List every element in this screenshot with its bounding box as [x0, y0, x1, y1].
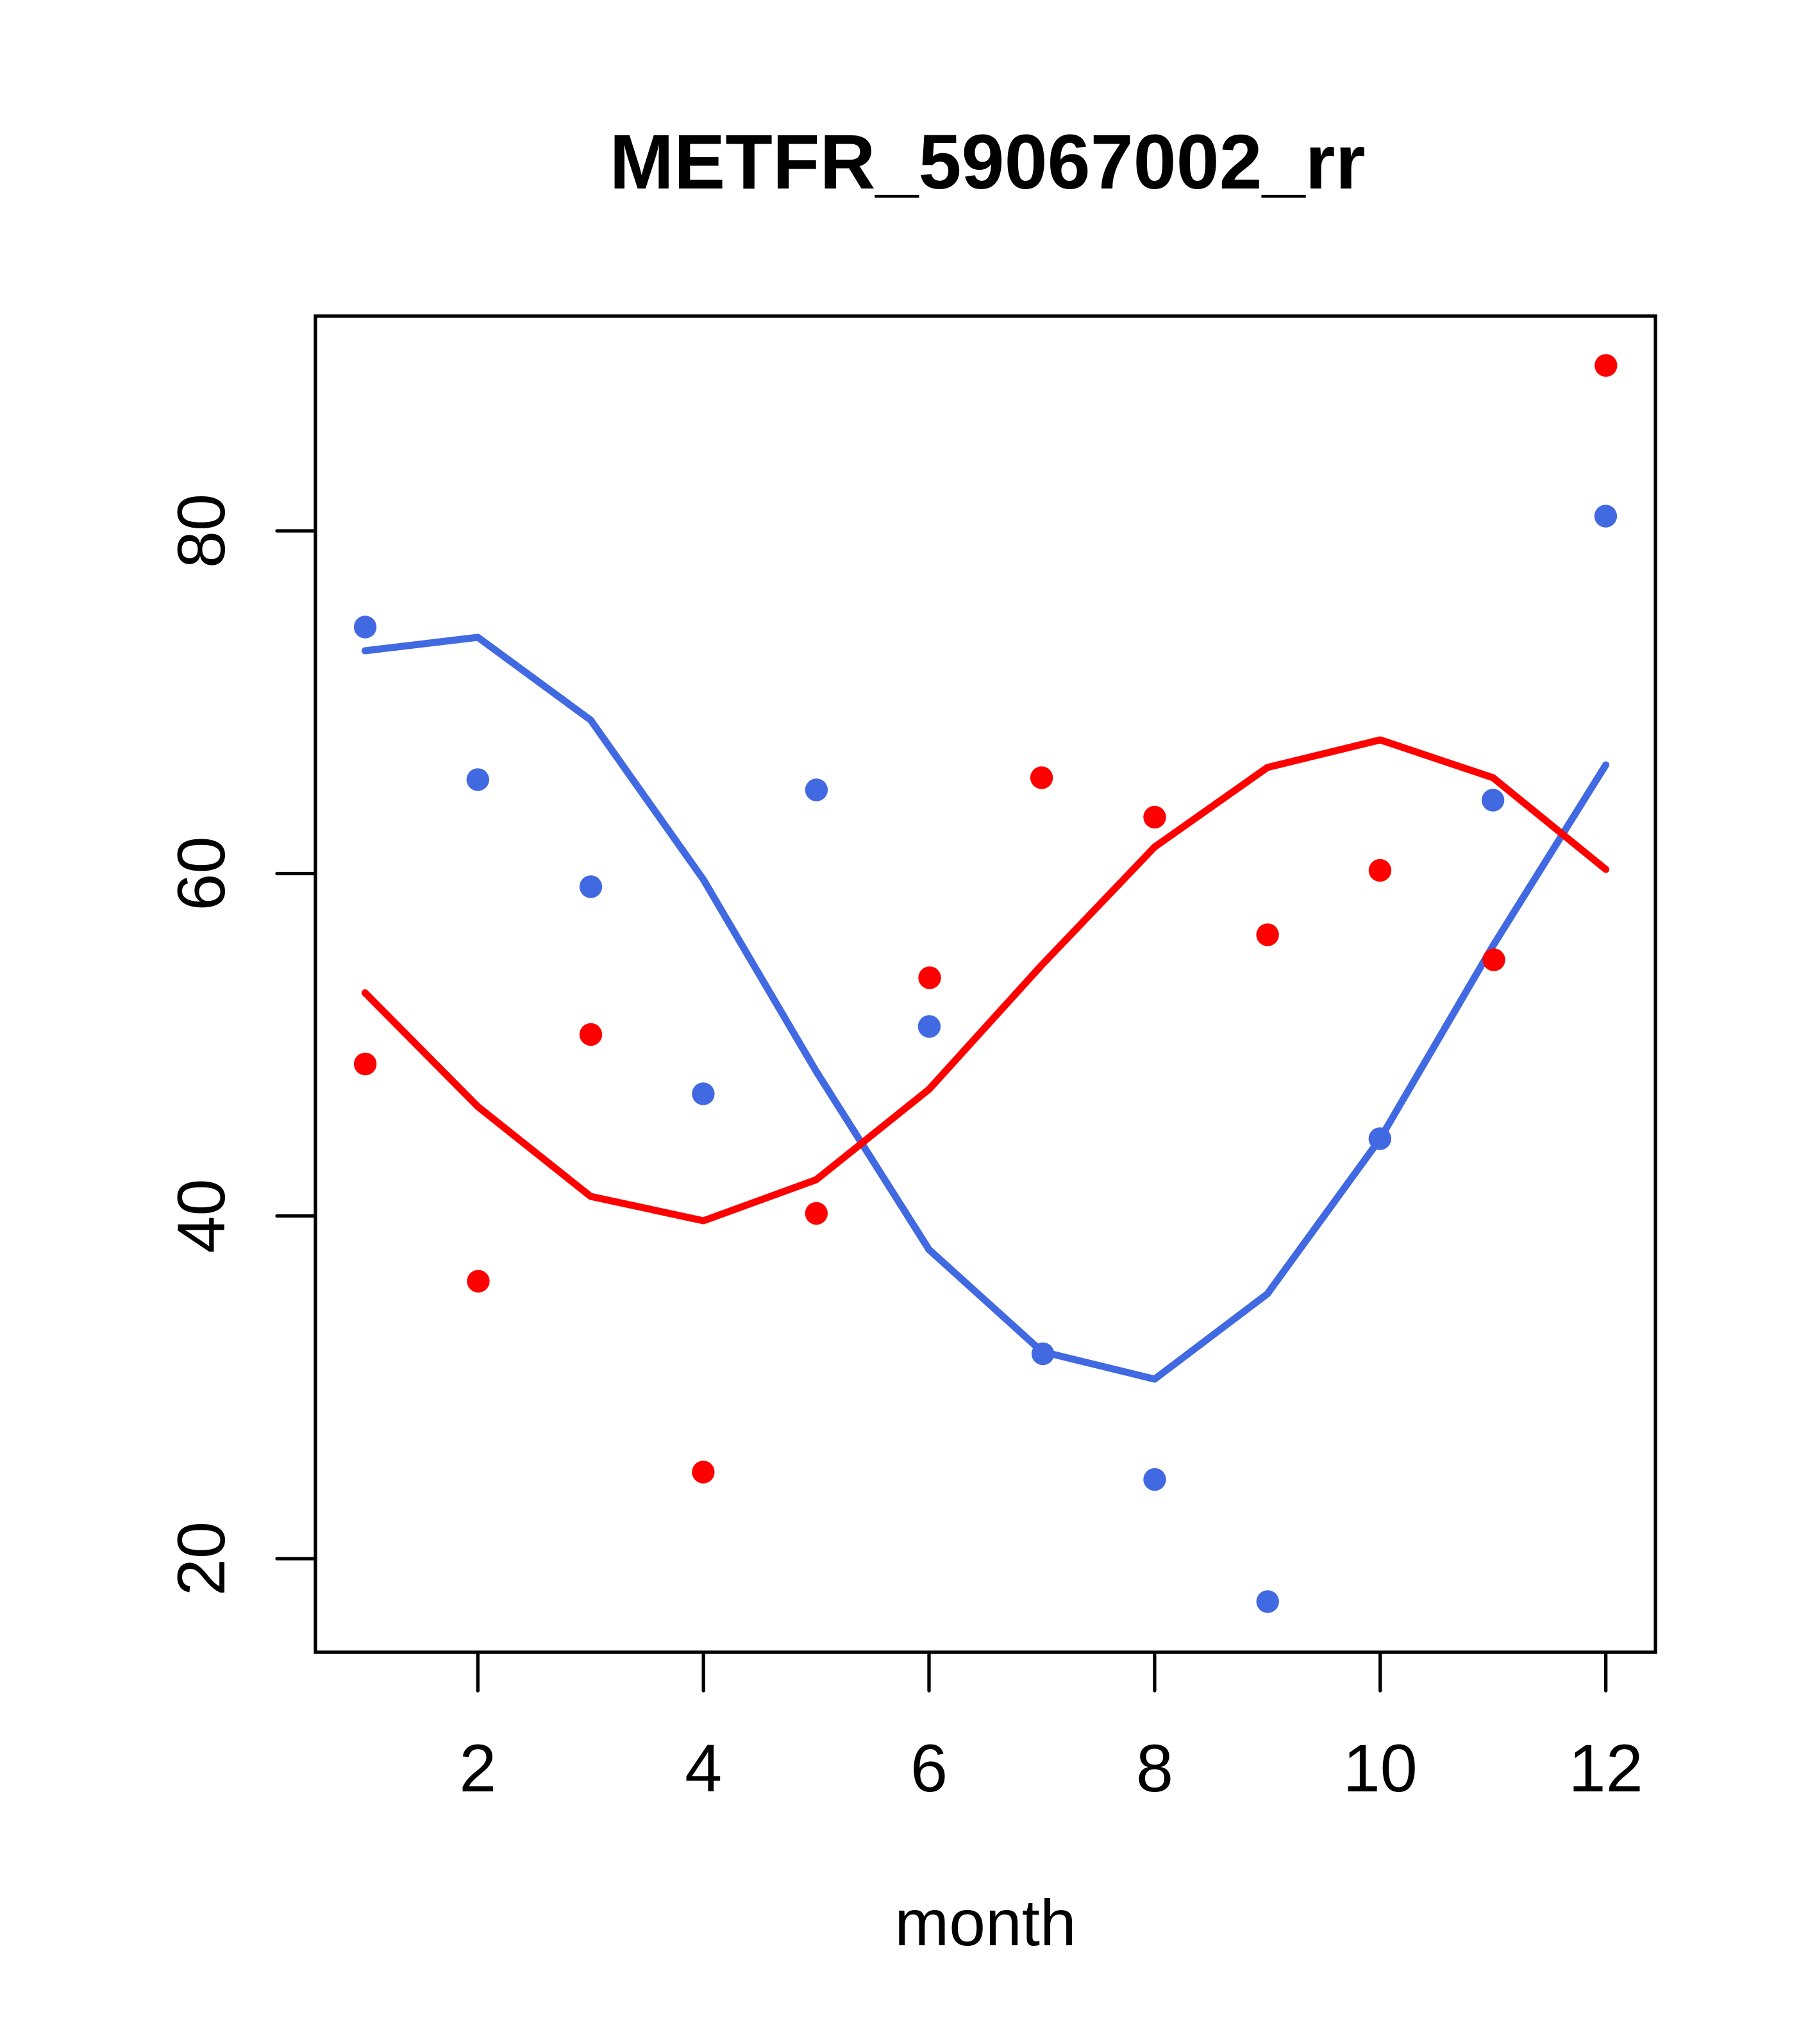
- svg-text:METFR_59067002_rr: METFR_59067002_rr: [610, 119, 1366, 205]
- svg-text:8: 8: [1136, 1731, 1173, 1806]
- svg-text:40: 40: [164, 1178, 239, 1253]
- svg-text:80: 80: [164, 494, 239, 568]
- svg-text:20: 20: [164, 1521, 239, 1596]
- svg-text:12: 12: [1568, 1731, 1643, 1806]
- svg-text:60: 60: [164, 836, 239, 910]
- svg-text:2: 2: [459, 1731, 496, 1806]
- svg-text:4: 4: [685, 1731, 722, 1806]
- svg-text:month: month: [894, 1886, 1076, 1959]
- svg-text:10: 10: [1343, 1731, 1418, 1806]
- svg-text:6: 6: [910, 1731, 948, 1806]
